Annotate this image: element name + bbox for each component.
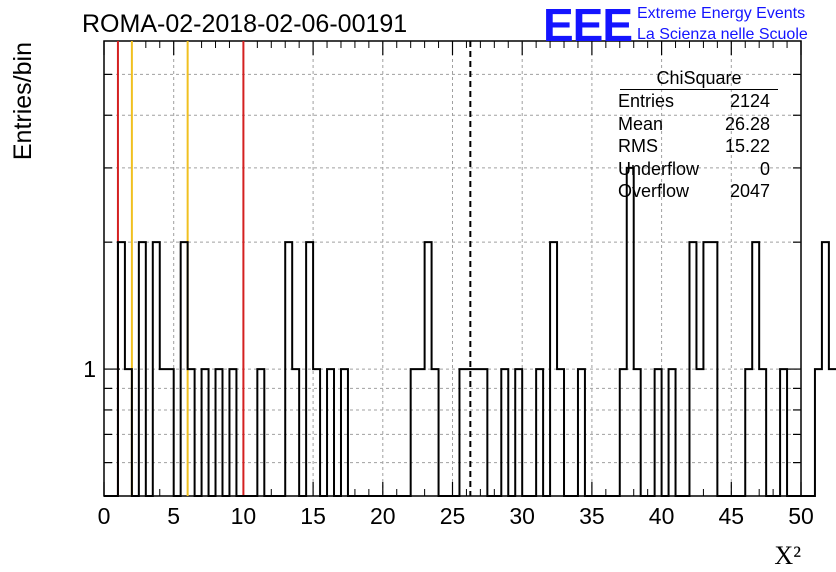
x-tick-label: 0 [98, 503, 111, 529]
stats-row: Underflow 0 [612, 158, 778, 181]
stats-title: ChiSquare [620, 67, 778, 90]
logo-line-1: Extreme Energy Events [637, 5, 806, 22]
reference-lines [116, 41, 472, 496]
y-axis-label: Entries/bin [9, 42, 37, 160]
stats-value: 2124 [729, 91, 770, 111]
x-tick-labels: 0 5 10 15 20 25 30 35 40 45 50 [98, 503, 814, 529]
x-tick-label: 35 [579, 503, 605, 529]
y-tick-label: 1 [83, 356, 96, 382]
stats-row: Entries 2124 [612, 90, 778, 113]
eee-logo-mark: EEE [543, 0, 633, 51]
x-axis-label: X² [774, 541, 801, 570]
stats-value: 15.22 [724, 136, 770, 156]
stats-value: 26.28 [724, 113, 770, 134]
stats-key: Entries [618, 91, 675, 111]
x-tick-label: 40 [649, 503, 675, 529]
run-title: ROMA-02-2018-02-06-00191 [82, 10, 408, 38]
stats-key: Mean [618, 113, 664, 134]
stats-row: RMS 15.22 [612, 135, 778, 158]
stats-value: 0 [759, 158, 770, 179]
x-tick-label: 45 [719, 503, 745, 529]
x-tick-label: 20 [370, 503, 396, 529]
stats-key: Underflow [618, 158, 700, 179]
stats-box: ChiSquare Entries 2124 Mean 26.28 RMS 15… [612, 67, 778, 203]
logo-line-2: La Scienza nelle Scuole [637, 26, 808, 43]
x-tick-label: 30 [509, 503, 535, 529]
stats-value: 2047 [729, 181, 770, 201]
x-tick-label: 5 [167, 503, 180, 529]
x-tick-label: 15 [300, 503, 326, 529]
stats-key: Overflow [618, 181, 690, 201]
histogram-series [104, 166, 836, 497]
x-tick-label: 10 [231, 503, 257, 529]
stats-row: Overflow 2047 [612, 180, 778, 203]
x-tick-label: 50 [788, 503, 814, 529]
x-tick-label: 25 [440, 503, 466, 529]
stats-row: Mean 26.28 [612, 113, 778, 136]
y-tick-labels: 1 [83, 356, 96, 382]
stats-key: RMS [618, 136, 658, 156]
